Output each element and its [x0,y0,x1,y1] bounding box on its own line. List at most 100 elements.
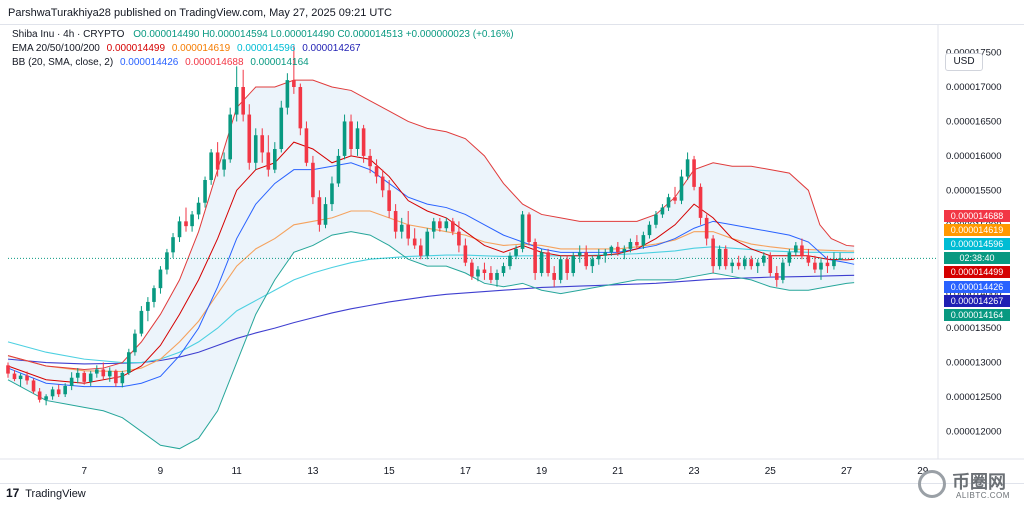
candle-body [349,121,353,149]
candle-body [622,248,627,253]
legend-ema100-value: 0.000014596 [237,43,296,54]
candle-body [470,262,474,277]
candle-body [590,259,595,267]
legend-ema200-value: 0.000014267 [302,43,361,54]
candle-body [438,221,442,229]
candle-body [311,162,315,198]
candle-body [736,262,741,267]
x-tick-label: 11 [231,466,242,477]
candle-body [482,269,487,273]
candle-body [717,248,722,267]
candle-body [88,373,93,382]
legend-ema-label: EMA 20/50/100/200 [12,43,100,54]
candle-body [514,248,518,256]
candle-body [177,221,182,238]
candle-body [660,207,665,215]
candle-body [203,180,207,203]
candle-body [832,259,836,267]
candle-body [146,301,150,311]
candle-body [520,214,525,249]
legend-ohlc: O0.000014490 H0.000014594 L0.000014490 C… [133,29,514,40]
candle-body [781,262,785,280]
candle-body [698,186,703,218]
x-tick-label: 29 [917,466,929,477]
price-tag-ema20: 0.000014499 [944,266,1010,278]
candle-body [787,252,792,263]
x-tick-label: 25 [765,466,777,477]
legend-symbol: Shiba Inu · 4h · CRYPTO [12,29,125,40]
footer-brand-name: TradingView [25,488,86,500]
ema20-line [7,141,855,384]
footer-brand[interactable]: 17 TradingView [6,486,86,500]
candle-body [304,128,309,163]
candle-body [152,288,156,302]
candle-body [838,258,842,260]
candle-body [685,159,690,177]
candle-body [133,333,137,353]
x-tick-label: 9 [158,466,164,477]
y-tick-label: 0.000013500 [946,323,1001,334]
candle-body [6,365,10,374]
currency-selector[interactable]: USD [945,53,983,71]
candle-body [527,214,531,242]
candle-body [247,114,252,163]
price-chart[interactable]: 0.000012000 0.000012500 0.000013000 0.00001… [0,25,1024,483]
chart-area[interactable]: 0.000012000 0.000012500 0.000013000 0.00001… [0,24,1024,484]
y-tick-label: 0.000015500 [946,185,1001,196]
price-tag-countdown: 02:38:40 [944,252,1010,264]
candle-body [641,235,646,246]
watermark-logo-icon [918,470,946,498]
tradingview-logo-icon: 17 [6,486,20,500]
candle-body [704,217,709,239]
candle-body [654,214,658,225]
ema200-line [7,274,855,365]
candle-body [241,87,245,115]
candle-body [184,221,188,227]
candle-body [762,255,766,263]
y-tick-label: 0.000017000 [946,82,1001,93]
price-tag-ema100: 0.000014596 [944,238,1010,250]
candle-body [457,231,461,246]
candle-body [533,242,537,273]
candle-body [285,80,290,108]
x-tick-label: 7 [81,466,87,477]
legend-bb-label: BB (20, SMA, close, 2) [12,57,114,68]
candle-body [107,370,112,377]
candle-body [63,385,67,395]
candle-body [539,252,544,273]
candle-body [215,152,220,170]
candle-body [800,245,804,256]
candle-body [647,224,652,236]
bb-basis-line [7,162,855,388]
candle-body [114,370,118,384]
legend-ema-row: EMA 20/50/100/200 0.000014499 0.00001461… [12,43,361,54]
candle-body [431,221,436,232]
candle-body [298,87,303,129]
y-tick-label: 0.000014000 [946,289,1001,300]
y-tick-label: 0.000012000 [946,426,1001,437]
candle-body [330,183,334,205]
candle-body [368,155,372,167]
candle-body [25,375,29,381]
candle-body [418,245,423,256]
x-tick-label: 19 [536,466,548,477]
candle-body [196,202,201,215]
candle-body [489,273,493,280]
candle-body [95,369,99,374]
legend-bb-row: BB (20, SMA, close, 2) 0.000014426 0.000… [12,57,309,68]
candle-body [82,372,87,382]
y-tick-label: 0.000016500 [946,116,1001,127]
candle-body [209,152,213,180]
candle-body [279,107,284,149]
bb-lower-line [7,231,855,450]
candle-body [355,128,360,149]
y-tick-label: 0.000012500 [946,392,1001,403]
candle-body [425,231,430,256]
candle-body [628,242,633,249]
candle-body [616,246,620,253]
price-tag-bb-upper: 0.000014688 [944,210,1010,222]
candle-body [666,197,671,208]
candle-body [584,252,589,267]
candle-body [603,252,608,256]
candle-body [571,255,576,273]
